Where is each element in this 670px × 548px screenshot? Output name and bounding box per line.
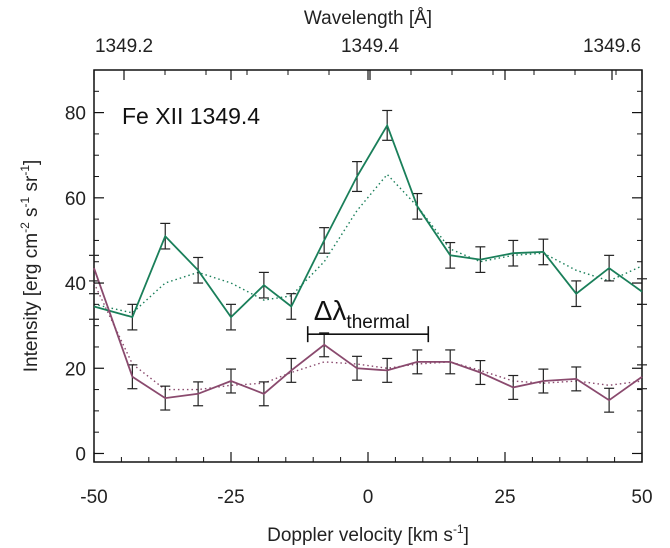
y-axis-title-p2: s: [21, 207, 42, 222]
y-axis-title-p6: ]: [21, 160, 42, 165]
y-tick-label: 40: [65, 274, 86, 295]
top-axis-title: Wavelength [Å]: [304, 8, 432, 29]
top-tick-label: 1349.6: [583, 36, 641, 57]
thermal-width-marker: [306, 326, 430, 343]
x-tick-label: 0: [363, 487, 374, 508]
y-axis-title-p4: sr: [21, 175, 42, 197]
x-tick-label: 50: [631, 487, 652, 508]
y-axis-title: Intensity [erg cm-2 s-1 sr-1]: [18, 160, 42, 373]
y-tick-label: 0: [75, 444, 86, 465]
error-bars: [89, 109, 647, 413]
top-tick-label: 1349.4: [341, 36, 400, 57]
tick-labels: -50 -25 0 25 50 0 20 40 60 80 1349.2 1349.4 1349.6: [65, 36, 653, 508]
data-lines: [93, 123, 643, 402]
y-axis-title-p1: -2: [18, 222, 32, 233]
x-axis-title-main: Doppler velocity [km s: [267, 525, 453, 546]
data-line-1: [93, 123, 643, 319]
x-axis-title: Doppler velocity [km s-1]: [267, 522, 469, 546]
thermal-label: Δλthermal: [314, 295, 410, 333]
y-tick-label: 60: [65, 189, 86, 210]
y-tick-label: 80: [65, 104, 86, 125]
error-bar-s1-0: [89, 293, 99, 320]
x-tick-label: 25: [494, 487, 515, 508]
top-tick-label: 1349.2: [95, 36, 153, 57]
axis-ticks: [93, 69, 643, 462]
y-axis-title-p0: Intensity [erg cm: [21, 233, 42, 372]
y-tick-label: 20: [65, 359, 86, 380]
y-axis-title-p3: -1: [18, 196, 32, 207]
fit-curve-2: [93, 282, 643, 391]
y-axis-title-p5: -1: [18, 165, 32, 176]
fit-curves: [93, 173, 643, 391]
fit-curve-1: [93, 173, 643, 314]
thermal-label-sub: thermal: [346, 312, 409, 333]
thermal-label-main: Δλ: [314, 295, 347, 326]
x-axis-title-sup: -1: [453, 522, 464, 536]
data-line-2: [93, 267, 643, 402]
x-tick-label: -25: [217, 487, 244, 508]
x-tick-label: -50: [80, 487, 107, 508]
x-axis-title-close: ]: [464, 525, 469, 546]
line-annotation: Fe XII 1349.4: [122, 103, 260, 129]
